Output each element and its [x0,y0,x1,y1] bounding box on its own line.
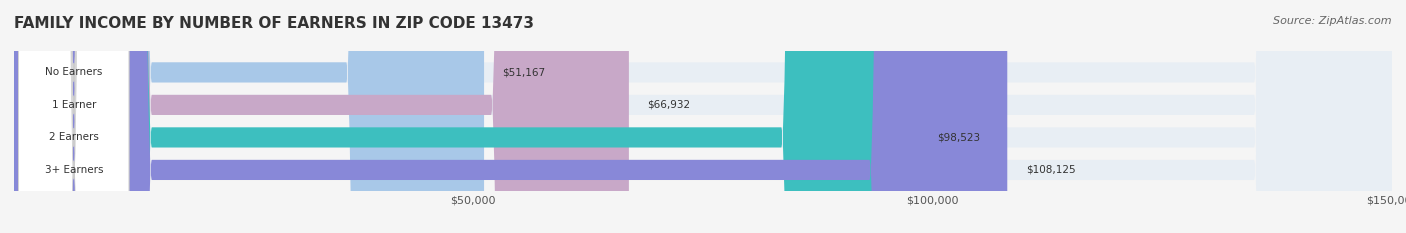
FancyBboxPatch shape [14,0,1007,233]
FancyBboxPatch shape [14,0,484,233]
Text: 1 Earner: 1 Earner [52,100,96,110]
FancyBboxPatch shape [18,0,129,233]
FancyBboxPatch shape [14,0,920,233]
FancyBboxPatch shape [18,0,129,233]
Text: Source: ZipAtlas.com: Source: ZipAtlas.com [1274,16,1392,26]
Text: 2 Earners: 2 Earners [49,132,98,142]
FancyBboxPatch shape [14,0,1392,233]
FancyBboxPatch shape [14,0,1392,233]
Text: $66,932: $66,932 [647,100,690,110]
FancyBboxPatch shape [14,0,1392,233]
Text: $98,523: $98,523 [938,132,980,142]
Text: 3+ Earners: 3+ Earners [45,165,103,175]
FancyBboxPatch shape [14,0,1392,233]
Text: $108,125: $108,125 [1025,165,1076,175]
Text: No Earners: No Earners [45,67,103,77]
Text: FAMILY INCOME BY NUMBER OF EARNERS IN ZIP CODE 13473: FAMILY INCOME BY NUMBER OF EARNERS IN ZI… [14,16,534,31]
FancyBboxPatch shape [18,0,129,233]
Text: $51,167: $51,167 [502,67,546,77]
FancyBboxPatch shape [14,0,628,233]
FancyBboxPatch shape [18,0,129,233]
